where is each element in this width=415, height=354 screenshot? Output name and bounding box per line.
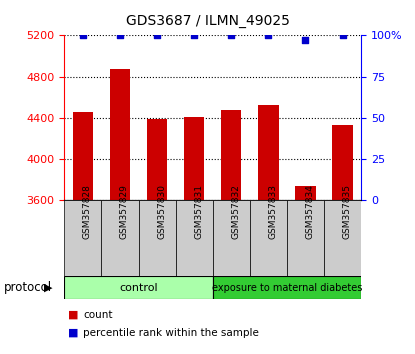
Text: ■: ■	[68, 310, 79, 320]
FancyBboxPatch shape	[64, 200, 101, 276]
Bar	[73, 112, 93, 200]
Text: GDS3687 / ILMN_49025: GDS3687 / ILMN_49025	[126, 14, 289, 28]
Point	[80, 33, 86, 38]
Point	[117, 33, 123, 38]
Text: GSM357830: GSM357830	[157, 184, 166, 239]
Bar	[184, 117, 204, 200]
Text: GSM357832: GSM357832	[231, 184, 240, 239]
Text: GSM357833: GSM357833	[269, 184, 277, 239]
Text: exposure to maternal diabetes: exposure to maternal diabetes	[212, 282, 362, 293]
Text: protocol: protocol	[4, 281, 52, 294]
Text: GSM357829: GSM357829	[120, 184, 129, 239]
Point	[191, 33, 198, 38]
Point	[339, 33, 346, 38]
FancyBboxPatch shape	[64, 276, 213, 299]
Bar	[258, 105, 278, 200]
Bar	[147, 119, 167, 200]
Point	[302, 38, 309, 43]
Text: GSM357835: GSM357835	[342, 184, 352, 239]
FancyBboxPatch shape	[213, 200, 250, 276]
Point	[228, 33, 234, 38]
Bar	[110, 69, 130, 200]
Bar	[332, 125, 353, 200]
Text: GSM357828: GSM357828	[83, 184, 92, 239]
Bar	[221, 110, 242, 200]
Bar	[295, 185, 316, 200]
Point	[265, 33, 272, 38]
Point	[154, 33, 160, 38]
Text: ▶: ▶	[44, 282, 52, 293]
FancyBboxPatch shape	[250, 200, 287, 276]
Text: count: count	[83, 310, 112, 320]
FancyBboxPatch shape	[324, 200, 361, 276]
Text: GSM357834: GSM357834	[305, 184, 315, 239]
FancyBboxPatch shape	[287, 200, 324, 276]
Text: ■: ■	[68, 328, 79, 338]
FancyBboxPatch shape	[176, 200, 213, 276]
Text: GSM357831: GSM357831	[194, 184, 203, 239]
FancyBboxPatch shape	[213, 276, 361, 299]
FancyBboxPatch shape	[139, 200, 176, 276]
Text: percentile rank within the sample: percentile rank within the sample	[83, 328, 259, 338]
FancyBboxPatch shape	[101, 200, 139, 276]
Text: control: control	[119, 282, 158, 293]
